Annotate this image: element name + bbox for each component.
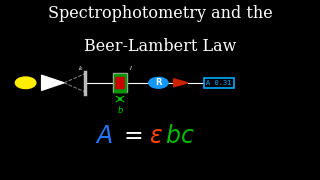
Text: b: b [165,124,180,148]
Text: A 0.31: A 0.31 [206,80,232,86]
Circle shape [120,86,124,89]
Bar [204,78,235,88]
Circle shape [120,83,124,86]
Text: Beer-Lambert Law: Beer-Lambert Law [84,38,236,55]
Bar [114,73,126,92]
Text: R: R [155,78,162,87]
Circle shape [120,77,124,80]
Bar [115,74,125,92]
Text: ε: ε [149,124,162,148]
Text: b: b [117,106,123,115]
Circle shape [116,77,120,80]
Text: I: I [130,66,131,71]
Circle shape [149,77,168,88]
Text: A: A [96,124,112,148]
Text: Spectrophotometry and the: Spectrophotometry and the [48,5,272,22]
Circle shape [116,83,120,86]
Text: I₀: I₀ [79,66,83,71]
Bar [204,78,235,88]
Circle shape [116,86,120,89]
Circle shape [15,77,36,89]
Polygon shape [42,75,64,90]
Circle shape [120,80,124,83]
Text: =: = [123,124,143,148]
Text: c: c [181,124,194,148]
Circle shape [116,80,120,83]
Polygon shape [173,79,188,87]
